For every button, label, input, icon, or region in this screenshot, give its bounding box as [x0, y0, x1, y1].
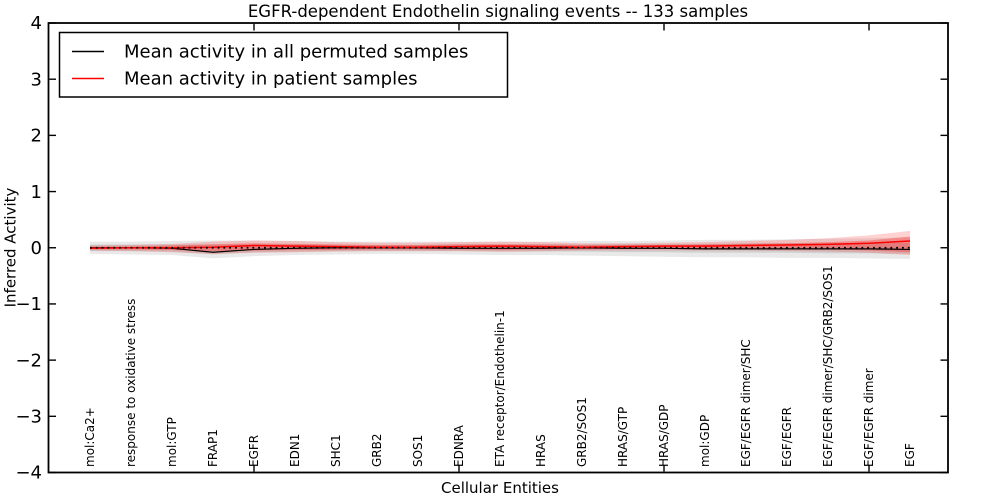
xcat-label: EDNRA — [452, 424, 466, 467]
xcat-label: EGF/EGFR dimer/SHC — [739, 339, 753, 467]
legend-label-permuted: Mean activity in all permuted samples — [124, 42, 468, 63]
xcat-label: FRAP1 — [206, 429, 220, 467]
chart-title: EGFR-dependent Endothelin signaling even… — [248, 2, 748, 21]
ytick-label: 4 — [31, 13, 42, 34]
xcat-label: EDN1 — [288, 434, 302, 467]
series-line-1 — [89, 240, 911, 250]
xcat-label: mol:Ca2+ — [83, 407, 97, 467]
plot-border — [47, 22, 949, 474]
xcat-label: HRAS/GTP — [616, 407, 630, 467]
legend-box — [58, 31, 509, 98]
xcat-label: mol:GTP — [165, 417, 179, 467]
xcat-label: GRB2 — [370, 433, 384, 467]
ytick-label: 3 — [31, 69, 42, 90]
xcat-label: HRAS — [534, 434, 548, 467]
xcat-label: EGF/EGFR dimer/SHC/GRB2/SOS1 — [821, 265, 835, 467]
xcat-label: EGF/EGFR — [780, 407, 794, 467]
legend-label-patient: Mean activity in patient samples — [124, 69, 418, 90]
xcat-label: EGF — [903, 443, 917, 467]
ytick-label: 2 — [31, 126, 42, 147]
ytick-label: −2 — [15, 350, 42, 371]
xcat-label: GRB2/SOS1 — [575, 397, 589, 467]
plot-content: 4 3 2 1 0 −1 −2 −3 −4 mol:Ca2+ response to oxidati… — [15, 13, 948, 484]
ytick-label: 1 — [31, 182, 42, 203]
xcat-label: EGFR — [247, 435, 261, 467]
y-axis-label: Inferred Activity — [2, 187, 20, 307]
xcat-label: SHC1 — [329, 434, 343, 467]
ytick-label: 0 — [31, 238, 42, 259]
ytick-label: −3 — [15, 407, 42, 428]
xcat-label: mol:GDP — [698, 415, 712, 467]
xcat-label: response to oxidative stress — [124, 299, 138, 467]
series-line-0 — [90, 247, 911, 253]
legend: Mean activity in all permuted samples Me… — [58, 31, 509, 98]
ytick-label: −4 — [15, 463, 42, 484]
x-axis-label: Cellular Entities — [441, 479, 559, 497]
xcat-label: HRAS/GDP — [657, 404, 671, 467]
ytick-label: −1 — [15, 294, 42, 315]
xcat-label: ETA receptor/Endothelin-1 — [493, 310, 507, 467]
xcat-label: EGF/EGFR dimer — [862, 368, 876, 467]
xcat-label: SOS1 — [411, 435, 425, 467]
